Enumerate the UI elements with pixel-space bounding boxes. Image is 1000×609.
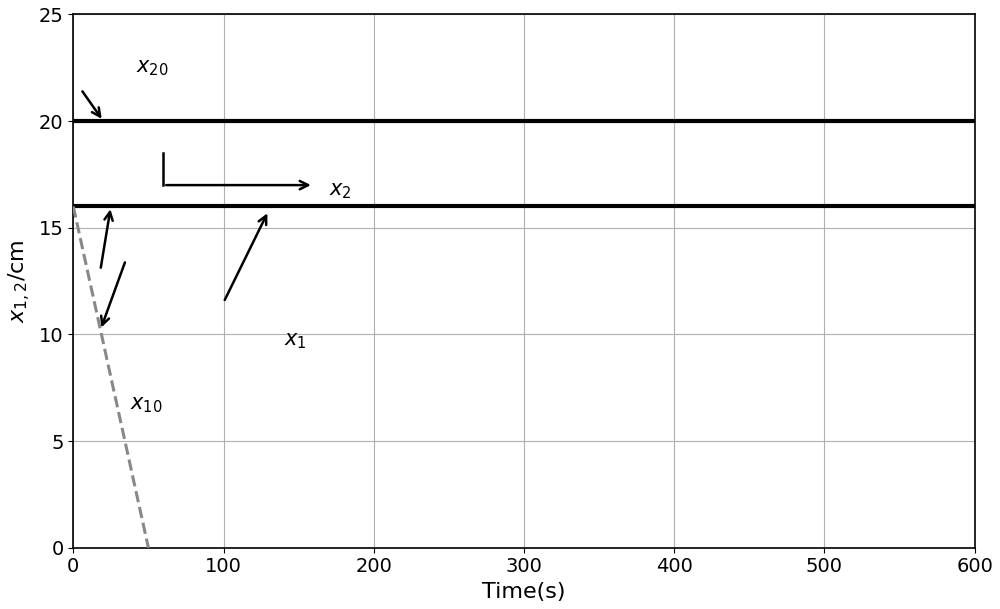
Text: $x_1$: $x_1$ <box>284 331 306 351</box>
Text: $x_{10}$: $x_{10}$ <box>130 395 163 415</box>
Text: $x_2$: $x_2$ <box>329 181 351 202</box>
X-axis label: Time(s): Time(s) <box>482 582 566 602</box>
Text: $x_{20}$: $x_{20}$ <box>136 58 169 77</box>
Y-axis label: $x_{1,2}$/cm: $x_{1,2}$/cm <box>7 239 33 323</box>
